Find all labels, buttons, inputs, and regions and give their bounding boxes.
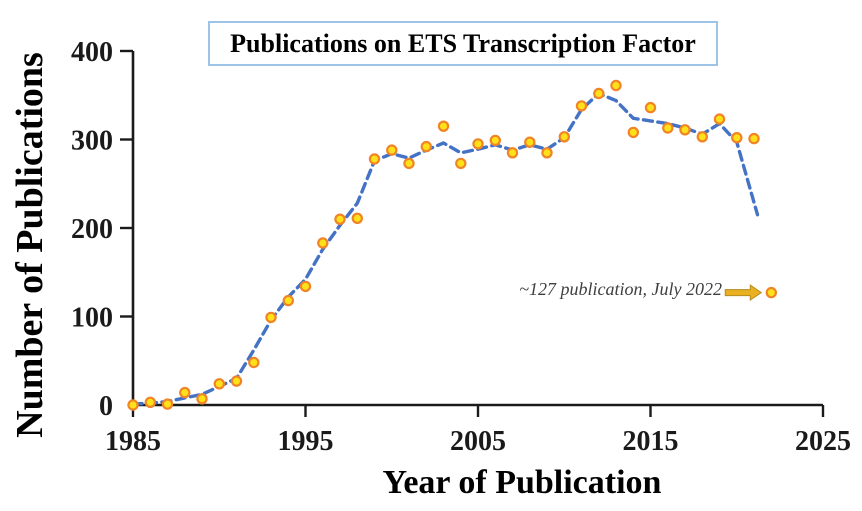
- y-tick-label: 100: [71, 303, 113, 334]
- right-arrow-icon: [724, 284, 763, 302]
- data-point: [696, 131, 709, 143]
- data-point: [386, 144, 398, 156]
- data-point: [558, 131, 571, 143]
- data-point: [765, 286, 778, 299]
- data-point: [437, 120, 450, 132]
- data-point: [593, 87, 605, 100]
- data-point: [575, 100, 588, 112]
- data-point: [541, 147, 553, 159]
- data-point: [403, 157, 415, 170]
- data-point: [179, 386, 191, 399]
- data-point: [351, 212, 363, 224]
- data-point: [368, 153, 381, 165]
- axes: 0 100 200 300 400 1985 1995 2005 2015 2025: [71, 37, 851, 457]
- data-point: [317, 237, 329, 249]
- chart-title: Publications on ETS Transcription Factor: [230, 28, 696, 58]
- data-point: [455, 157, 467, 170]
- data-point: [230, 375, 243, 387]
- data-point: [213, 378, 225, 390]
- x-tick-label: 1985: [105, 426, 161, 457]
- data-point: [713, 113, 726, 125]
- data-point: [265, 311, 277, 324]
- data-point: [679, 124, 691, 136]
- annotation-text: ~127 publication, July 2022: [519, 279, 722, 299]
- axis-lines: [131, 51, 823, 407]
- trend-line: [131, 91, 760, 406]
- y-tick-label: 400: [71, 37, 113, 68]
- data-point: [127, 399, 139, 411]
- y-tick-label: 0: [99, 391, 113, 422]
- data-point: [334, 213, 346, 225]
- x-tick-label: 2005: [450, 426, 506, 457]
- x-tick-label: 2025: [795, 426, 851, 457]
- data-point: [472, 138, 484, 150]
- chart-title-box: Publications on ETS Transcription Factor: [208, 21, 718, 66]
- y-tick-label: 300: [71, 126, 113, 157]
- data-point: [662, 122, 674, 134]
- data-point: [524, 136, 536, 148]
- x-axis-title: Year of Publication: [382, 464, 662, 501]
- data-point: [489, 134, 501, 147]
- x-tick-label: 1995: [278, 426, 334, 457]
- annotation-group: [724, 284, 763, 302]
- data-point: [644, 101, 657, 114]
- data-point: [627, 126, 640, 139]
- data-point: [731, 131, 743, 144]
- data-point: [610, 79, 622, 92]
- data-point: [248, 356, 260, 369]
- data-point: [144, 396, 156, 408]
- data-point: [299, 280, 312, 293]
- data-point: [282, 294, 294, 307]
- data-point: [506, 147, 519, 159]
- x-tick-label: 2015: [623, 426, 679, 457]
- data-point: [748, 132, 760, 145]
- data-point: [161, 398, 174, 410]
- data-point: [420, 140, 432, 153]
- data-points-group: [127, 79, 778, 411]
- data-point: [196, 393, 208, 405]
- trend-line-group: [131, 91, 760, 406]
- y-tick-label: 200: [71, 214, 113, 245]
